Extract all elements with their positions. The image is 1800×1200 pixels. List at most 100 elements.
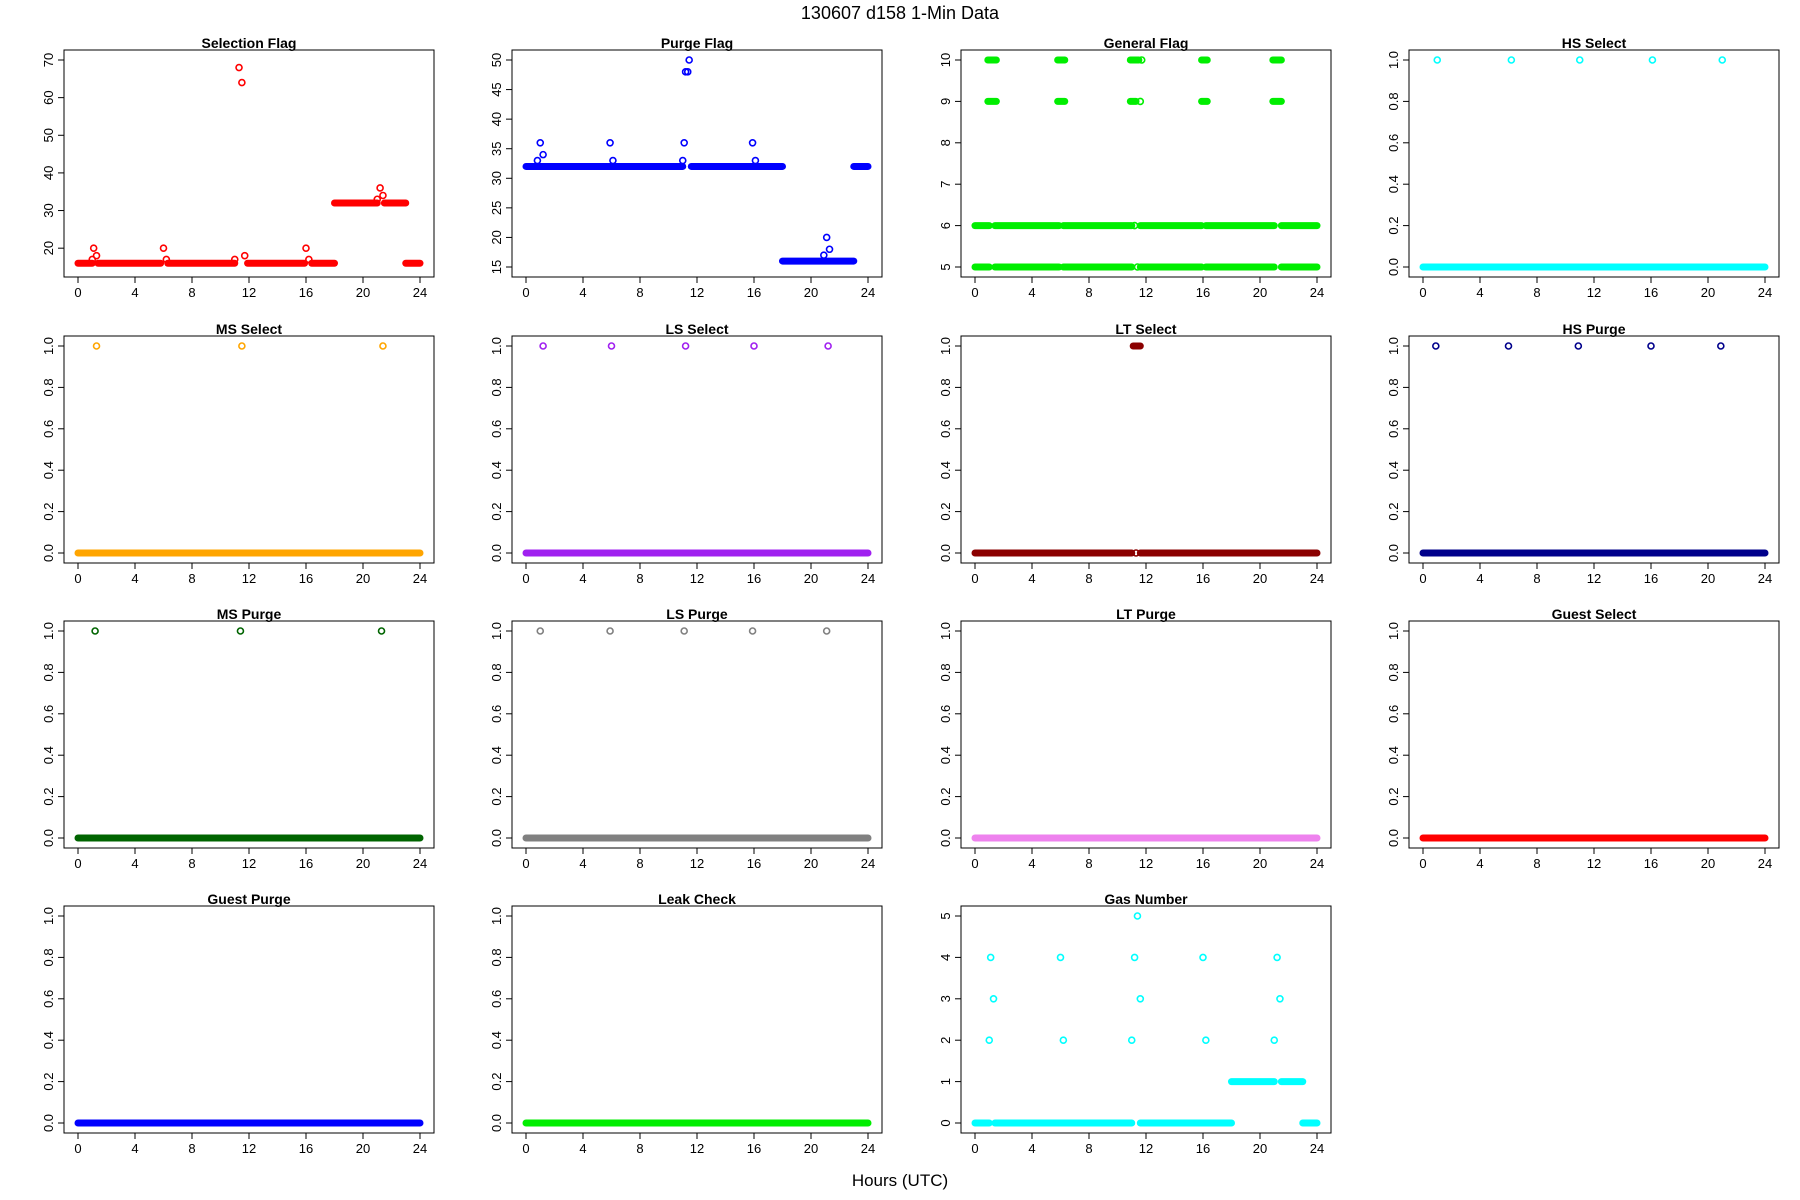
data-point bbox=[373, 195, 382, 204]
y-tick-label: 0.8 bbox=[938, 663, 953, 681]
x-tick-label: 8 bbox=[1085, 1141, 1092, 1156]
data-point bbox=[1132, 549, 1140, 557]
y-tick-label: 0.2 bbox=[1386, 788, 1401, 806]
y-tick-label: 0.4 bbox=[489, 461, 504, 479]
data-point bbox=[162, 255, 171, 264]
y-tick-label: 2 bbox=[938, 1037, 953, 1044]
y-tick-label: 8 bbox=[938, 139, 953, 146]
y-tick-label: 0.6 bbox=[41, 420, 56, 438]
data-point bbox=[159, 244, 168, 252]
x-tick-label: 0 bbox=[522, 1141, 529, 1156]
y-tick-label: 30 bbox=[41, 203, 56, 217]
x-tick-label: 16 bbox=[299, 856, 313, 871]
panel-title: LS Select bbox=[665, 321, 728, 337]
x-tick-label: 24 bbox=[861, 856, 875, 871]
x-tick-label: 16 bbox=[1644, 856, 1658, 871]
x-tick-label: 24 bbox=[413, 285, 427, 300]
data-point bbox=[536, 627, 545, 635]
y-tick-label: 0.4 bbox=[1386, 746, 1401, 764]
y-tick-label: 0.2 bbox=[41, 503, 56, 521]
x-tick-label: 8 bbox=[636, 285, 643, 300]
panel-title: HS Select bbox=[1562, 35, 1627, 51]
y-tick-label: 0.4 bbox=[1386, 175, 1401, 193]
y-tick-label: 0.2 bbox=[938, 788, 953, 806]
x-tick-label: 4 bbox=[1476, 285, 1483, 300]
panel-title: Leak Check bbox=[658, 891, 736, 907]
y-tick-label: 0.4 bbox=[41, 746, 56, 764]
panel-title: General Flag bbox=[1104, 35, 1189, 51]
panel-11: Guest Select 0 4 8 12 16 20 24 0.0 0.2 0.4 0.6 0.8 1.… bbox=[1386, 606, 1780, 871]
plot-frame bbox=[960, 905, 1332, 1134]
x-tick-label: 8 bbox=[1085, 285, 1092, 300]
data-point bbox=[1136, 97, 1145, 106]
panel-title: Selection Flag bbox=[202, 35, 297, 51]
x-tick-label: 0 bbox=[971, 571, 978, 586]
y-tick-label: 0.2 bbox=[1386, 217, 1401, 235]
x-tick-label: 24 bbox=[1758, 856, 1772, 871]
data-point bbox=[377, 627, 386, 635]
y-tick-label: 35 bbox=[489, 141, 504, 155]
y-tick-label: 7 bbox=[938, 181, 953, 188]
x-tick-label: 24 bbox=[1310, 856, 1324, 871]
data-point bbox=[1504, 342, 1513, 350]
x-tick-label: 0 bbox=[74, 856, 81, 871]
plot-frame bbox=[1408, 335, 1780, 564]
y-tick-label: 0.2 bbox=[41, 1073, 56, 1091]
y-tick-label: 1.0 bbox=[1386, 51, 1401, 69]
x-tick-label: 12 bbox=[242, 571, 256, 586]
y-tick-label: 0.6 bbox=[41, 990, 56, 1008]
y-tick-label: 3 bbox=[938, 995, 953, 1002]
plot-frame bbox=[960, 335, 1332, 564]
y-tick-label: 0.0 bbox=[1386, 258, 1401, 276]
panel-2: General Flag 0 4 8 12 16 20 24 5 6 7 8 9 10 bbox=[938, 35, 1332, 300]
data-point bbox=[606, 627, 614, 635]
panel-9: LS Purge 0 4 8 12 16 20 24 0.0 0.2 0.4 0.6 0.8 1.0 bbox=[489, 606, 883, 871]
panel-0: Selection Flag 0 4 8 12 16 20 24 20 30 40 50 60 70 bbox=[41, 35, 435, 300]
x-tick-label: 0 bbox=[74, 571, 81, 586]
plot-frame bbox=[63, 620, 435, 849]
y-tick-label: 0.0 bbox=[1386, 829, 1401, 847]
y-tick-label: 0.4 bbox=[938, 746, 953, 764]
data-point bbox=[1276, 994, 1284, 1003]
x-tick-label: 24 bbox=[413, 571, 427, 586]
x-tick-label: 16 bbox=[1644, 571, 1658, 586]
y-tick-label: 4 bbox=[938, 954, 953, 961]
panel-title: LS Purge bbox=[666, 606, 728, 622]
x-tick-label: 16 bbox=[299, 571, 313, 586]
x-tick-label: 0 bbox=[1419, 856, 1426, 871]
x-tick-label: 20 bbox=[1701, 856, 1715, 871]
y-tick-label: 0.2 bbox=[489, 1073, 504, 1091]
x-tick-label: 20 bbox=[1253, 856, 1267, 871]
plot-frame bbox=[63, 905, 435, 1134]
y-tick-label: 0.8 bbox=[489, 378, 504, 396]
x-tick-label: 0 bbox=[971, 1141, 978, 1156]
y-tick-label: 1.0 bbox=[41, 907, 56, 925]
y-tick-label: 60 bbox=[41, 90, 56, 104]
x-tick-label: 24 bbox=[861, 285, 875, 300]
y-tick-label: 10 bbox=[938, 53, 953, 67]
data-point bbox=[536, 139, 545, 147]
x-tick-label: 4 bbox=[1028, 571, 1035, 586]
y-tick-label: 0.6 bbox=[1386, 134, 1401, 152]
y-tick-label: 5 bbox=[938, 263, 953, 270]
data-point bbox=[609, 156, 617, 165]
panel-title: Guest Purge bbox=[207, 891, 290, 907]
data-point bbox=[986, 953, 995, 962]
y-tick-label: 0.0 bbox=[938, 544, 953, 562]
x-tick-label: 16 bbox=[1196, 1141, 1210, 1156]
x-tick-label: 8 bbox=[188, 856, 195, 871]
y-tick-label: 50 bbox=[41, 128, 56, 142]
data-point bbox=[985, 1036, 994, 1044]
x-tick-label: 0 bbox=[522, 285, 529, 300]
data-point bbox=[92, 251, 101, 260]
data-point bbox=[1647, 342, 1655, 350]
panel-8: MS Purge 0 4 8 12 16 20 24 0.0 0.2 0.4 0.6 0.8 1.0 bbox=[41, 606, 435, 871]
y-tick-label: 1.0 bbox=[938, 337, 953, 355]
y-tick-label: 1.0 bbox=[41, 622, 56, 640]
data-point bbox=[678, 156, 687, 165]
x-tick-label: 8 bbox=[188, 285, 195, 300]
y-tick-label: 5 bbox=[938, 912, 953, 919]
x-tick-label: 0 bbox=[971, 856, 978, 871]
y-tick-label: 0.0 bbox=[41, 1114, 56, 1132]
